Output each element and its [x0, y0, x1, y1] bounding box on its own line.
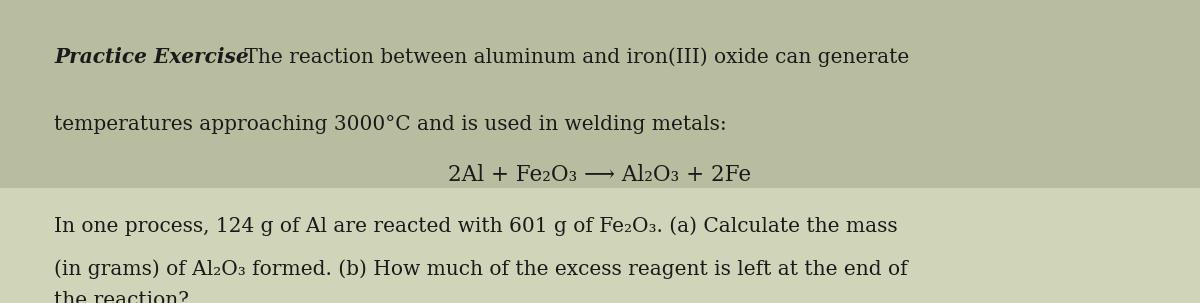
Text: In one process, 124 g of Al are reacted with 601 g of Fe₂O₃. (a) Calculate the m: In one process, 124 g of Al are reacted …	[54, 217, 898, 236]
Text: (in grams) of Al₂O₃ formed. (b) How much of the excess reagent is left at the en: (in grams) of Al₂O₃ formed. (b) How much…	[54, 259, 907, 279]
Text: The reaction between aluminum and iron(III) oxide can generate: The reaction between aluminum and iron(I…	[238, 47, 908, 67]
Text: the reaction?: the reaction?	[54, 291, 190, 303]
Text: temperatures approaching 3000°C and is used in welding metals:: temperatures approaching 3000°C and is u…	[54, 115, 727, 134]
Text: Practice Exercise: Practice Exercise	[54, 47, 248, 67]
Text: 2Al + Fe₂O₃ ⟶ Al₂O₃ + 2Fe: 2Al + Fe₂O₃ ⟶ Al₂O₃ + 2Fe	[449, 164, 751, 186]
